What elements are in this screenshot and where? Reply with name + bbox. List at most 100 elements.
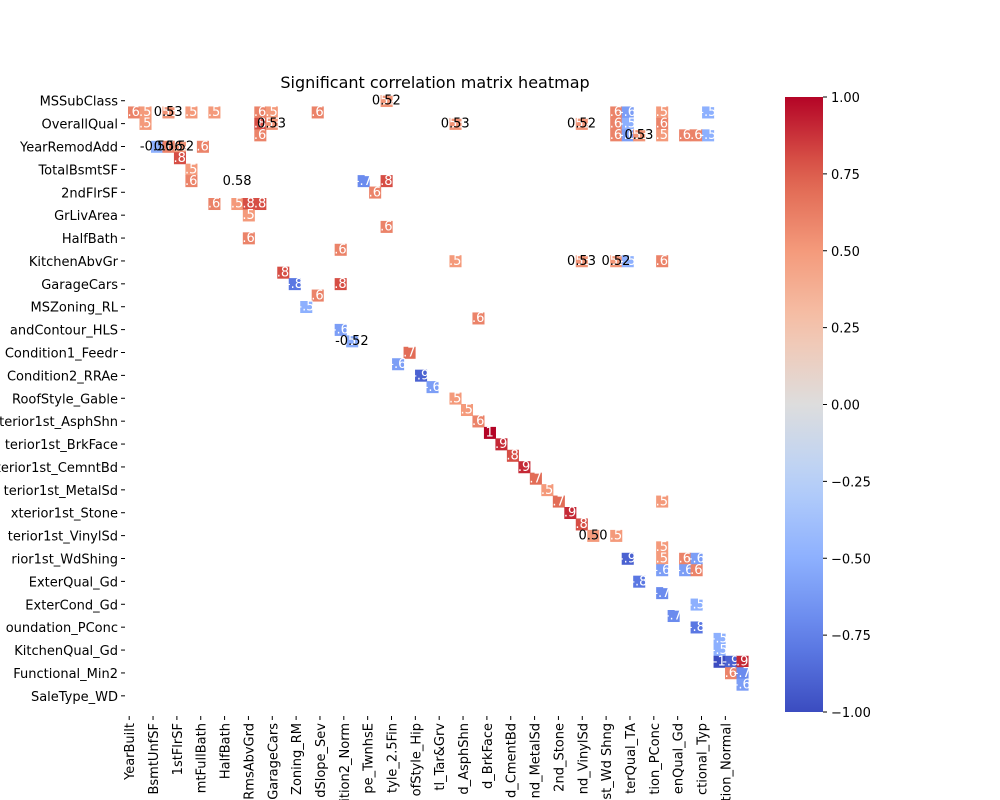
cell-value-label: -.5 <box>688 597 705 612</box>
x-tick-label: RmsAbvGrd <box>242 723 257 800</box>
heatmap-cell <box>380 220 393 233</box>
cell-value-label: -.7 <box>653 586 670 601</box>
heatmap-cell <box>621 255 634 268</box>
cell-value-label: .6 <box>679 552 691 567</box>
x-tick-label: GarageCars <box>266 723 281 800</box>
heatmap-cell <box>610 106 623 119</box>
cell-value-label: -.5 <box>699 105 716 120</box>
cell-annotation: 0.52 <box>601 254 630 269</box>
heatmap-cell <box>472 312 485 325</box>
cell-value-label: .9 <box>495 437 507 452</box>
cell-annotation: 0.58 <box>223 174 252 189</box>
cell-value-label: .8 <box>254 197 266 212</box>
heatmap-cell <box>231 198 244 211</box>
cell-value-label: -.6 <box>619 128 636 143</box>
cell-value-label: -.6 <box>332 323 349 338</box>
x-tick-label: ofStyle_Hip <box>409 723 424 796</box>
heatmap-cell <box>254 198 267 211</box>
cell-value-label: .6 <box>334 243 346 258</box>
x-tick-label: d_BrkFace <box>481 723 496 789</box>
heatmap-cell <box>449 255 462 268</box>
heatmap-cell <box>208 198 221 211</box>
cell-value-label: .53 <box>158 105 179 120</box>
y-tick-label: oundation_PConc <box>6 621 118 636</box>
heatmap-cell <box>679 552 692 565</box>
heatmap-cell <box>506 449 519 462</box>
y-axis-ticks: MSSubClass OverallQual YearRemodAdd TotalBs… <box>0 95 125 705</box>
cell-value-label: .6 <box>254 105 266 120</box>
cell-value-label: .8 <box>173 151 185 166</box>
heatmap-cell <box>242 209 255 222</box>
heatmap-cell <box>610 529 623 542</box>
cell-value-label: .6 <box>610 105 622 120</box>
heatmap-cell <box>690 598 703 611</box>
heatmap-cells: .52.6.5.53.5.5.6.5.6.6-.6.5 -.5.5.8.53.53… <box>128 94 751 693</box>
heatmap-cell <box>288 278 301 291</box>
y-tick-label: xterior1st_Stone <box>11 507 118 522</box>
cell-value-label: .9 <box>564 506 576 521</box>
y-tick-label: terior1st_VinylSd <box>8 530 118 545</box>
cell-value-label: -.7 <box>734 666 751 681</box>
y-tick-label: KitchenAbvGr <box>29 255 119 270</box>
heatmap-cell <box>392 358 405 371</box>
heatmap-cell <box>656 564 669 577</box>
cell-value-label: -.52 <box>339 334 364 349</box>
cell-value-label: .5 <box>656 494 668 509</box>
heatmap-cell <box>633 575 646 588</box>
x-tick-label: Zoning_RM <box>290 723 305 795</box>
heatmap-cell <box>483 426 496 439</box>
cell-value-label: .53 <box>445 117 466 132</box>
chart-title: Significant correlation matrix heatmap <box>280 73 589 92</box>
heatmap-cell <box>656 129 669 142</box>
x-tick-label: BsmtUnfSF <box>147 723 162 795</box>
cell-value-label: .8 <box>254 117 266 132</box>
heatmap-cell <box>162 106 175 119</box>
heatmap-cell <box>702 106 715 119</box>
cell-value-label: .9 <box>736 655 748 670</box>
x-tick-label: ctional_Typ <box>696 723 711 795</box>
y-tick-label: MSZoning_RL <box>31 301 119 316</box>
colorbar-tick-label: 0.00 <box>831 399 860 414</box>
cell-value-label: -.8 <box>688 620 705 635</box>
cell-value-label: .6 <box>690 563 702 578</box>
cell-value-label: -.6 <box>688 552 705 567</box>
heatmap-cell <box>380 95 393 108</box>
cell-value-label: .7 <box>529 471 541 486</box>
cell-value-label: -.5 <box>297 300 314 315</box>
heatmap-cell <box>679 129 692 142</box>
heatmap-cell <box>690 552 703 565</box>
heatmap-cell <box>128 106 141 119</box>
y-tick-label: GrLivArea <box>54 209 118 224</box>
heatmap-cell <box>621 552 634 565</box>
cell-value-label: .7 <box>403 346 415 361</box>
cell-value-label: .5 <box>656 552 668 567</box>
heatmap-cell <box>575 117 588 130</box>
heatmap-cell <box>610 129 623 142</box>
cell-value-label: .7 <box>552 494 564 509</box>
heatmap-cell <box>736 667 749 680</box>
heatmap-cell <box>725 655 738 668</box>
heatmap-cell <box>334 323 347 336</box>
heatmap-cell <box>736 655 749 668</box>
x-tick-label: YearBuilt <box>123 723 138 781</box>
x-tick-label: d_CmentBd <box>505 723 520 798</box>
cell-value-label: .5 <box>449 254 461 269</box>
y-tick-label: terior1st_MetalSd <box>4 484 118 499</box>
heatmap-cell <box>736 678 749 691</box>
cell-value-label: -.9 <box>722 655 739 670</box>
heatmap-cell <box>449 117 462 130</box>
heatmap-cell <box>610 117 623 130</box>
y-tick-label: Functional_Min2 <box>13 667 118 682</box>
cell-value-label: .6 <box>128 105 140 120</box>
heatmap-cell <box>587 529 600 542</box>
cell-value-label: .6 <box>656 254 668 269</box>
heatmap-cell <box>610 255 623 268</box>
y-tick-label: TotalBsmtSF <box>37 163 118 178</box>
heatmap-cell <box>185 163 198 176</box>
heatmap-cell <box>449 392 462 405</box>
cell-value-label: -.5 <box>699 128 716 143</box>
cell-value-label: .5 <box>231 197 243 212</box>
cell-annotation: 0.53 <box>624 128 653 143</box>
colorbar-ticks: 1.00 0.75 0.50 0.25 0.00 −0.25 −0.50 −0.75 −1.00 <box>823 91 871 721</box>
